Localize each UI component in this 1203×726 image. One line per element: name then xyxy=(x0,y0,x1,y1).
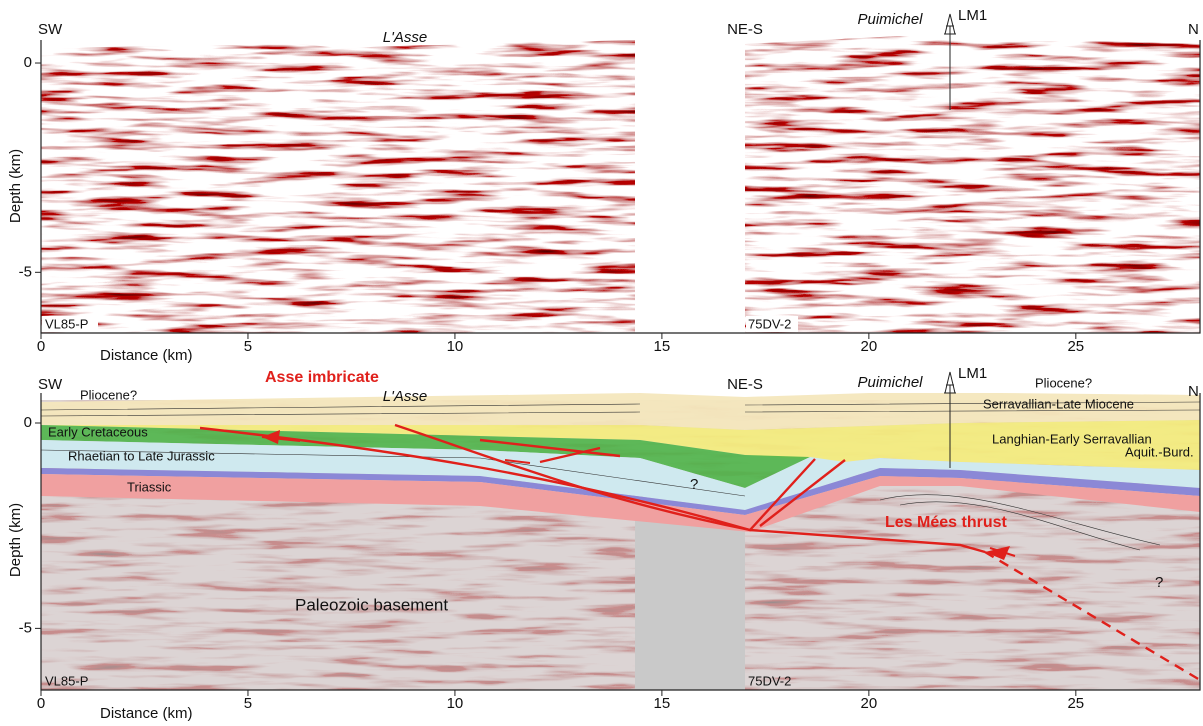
label-pliocene: Pliocene? xyxy=(1035,375,1092,390)
arrowhead xyxy=(262,430,280,444)
label-basement: Paleozoic basement xyxy=(295,595,448,614)
label-early-cretaceous: Early Cretaceous xyxy=(48,424,148,439)
label-n: N xyxy=(1188,383,1199,400)
label-sw: SW xyxy=(38,21,63,38)
x-tick-label: 15 xyxy=(654,695,671,712)
label-langhian: Langhian-Early Serravallian xyxy=(992,431,1152,446)
line-left: VL85-P xyxy=(45,673,88,688)
x-tick-label: 10 xyxy=(447,695,464,712)
line-right: 75DV-2 xyxy=(748,673,791,688)
x-tick-label: 0 xyxy=(37,695,45,712)
x-tick-label: 5 xyxy=(244,338,252,355)
line-right: 75DV-2 xyxy=(748,316,791,331)
line-label-bg xyxy=(42,316,98,332)
label-ne-s: NE-S xyxy=(727,376,763,393)
seismic-interpreted xyxy=(41,393,1200,690)
label-question: ? xyxy=(690,476,698,493)
label-well: LM1 xyxy=(958,365,987,382)
x-tick-label: 10 xyxy=(447,338,464,355)
well-icon xyxy=(944,13,956,35)
x-tick-label: 0 xyxy=(37,338,45,355)
label-puimichel: Puimichel xyxy=(857,374,923,391)
y-tick-label: -5 xyxy=(19,263,32,280)
label-les-mees-thrust: Les Mées thrust xyxy=(885,514,1007,531)
x-axis-title: Distance (km) xyxy=(100,705,193,722)
label-n: N xyxy=(1188,21,1199,38)
y-tick-label: 0 xyxy=(24,54,32,71)
label-triassic: Triassic xyxy=(127,479,172,494)
label-ne-s: NE-S xyxy=(727,21,763,38)
x-tick-label: 5 xyxy=(244,695,252,712)
label-asse-imbricate: Asse imbricate xyxy=(265,369,379,386)
label-asse: L'Asse xyxy=(383,388,428,405)
seismic-raw xyxy=(41,36,1200,333)
x-tick-label: 15 xyxy=(654,338,671,355)
x-axis-title: Distance (km) xyxy=(100,347,193,364)
label-question: ? xyxy=(1155,574,1163,591)
well-icon xyxy=(944,371,956,394)
label-sw: SW xyxy=(38,376,63,393)
label-aquit: Aquit.-Burd. xyxy=(1125,444,1194,459)
x-tick-label: 25 xyxy=(1067,338,1084,355)
label-asse: L'Asse xyxy=(383,29,428,46)
arrowhead xyxy=(985,546,1010,560)
y-axis-title: Depth (km) xyxy=(7,149,24,223)
line-label-bg xyxy=(746,316,798,332)
x-tick-label: 20 xyxy=(861,338,878,355)
label-puimichel: Puimichel xyxy=(857,11,923,28)
label-rhaetian: Rhaetian to Late Jurassic xyxy=(68,448,215,463)
y-axis-title: Depth (km) xyxy=(7,503,24,577)
label-serravallian: Serravallian-Late Miocene xyxy=(983,396,1134,411)
x-tick-label: 25 xyxy=(1067,695,1084,712)
axis xyxy=(40,40,1201,334)
y-tick-label: -5 xyxy=(19,619,32,636)
line-left: VL85-P xyxy=(45,316,88,331)
x-tick-label: 20 xyxy=(861,695,878,712)
axis xyxy=(40,393,1201,691)
label-pliocene: Pliocene? xyxy=(80,387,137,402)
label-well: LM1 xyxy=(958,7,987,24)
y-tick-label: 0 xyxy=(24,414,32,431)
